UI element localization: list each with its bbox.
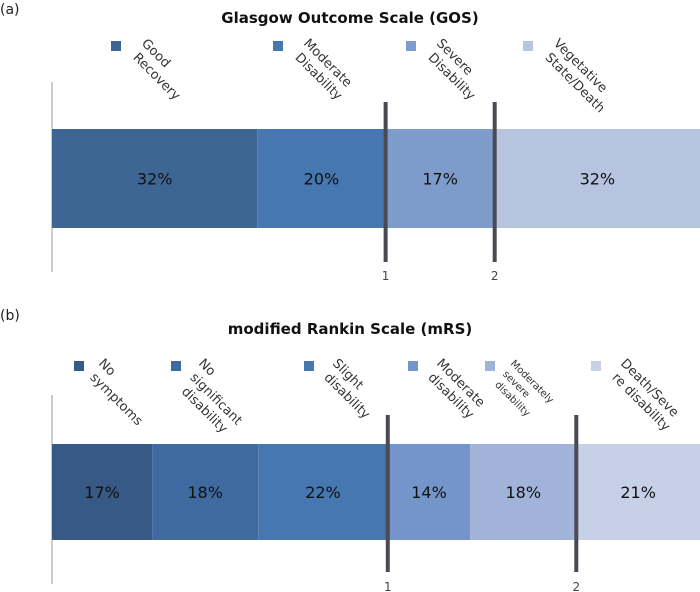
legend-entry: Slightdisability bbox=[318, 356, 384, 422]
panel-label: (b) bbox=[0, 308, 20, 324]
cutoff-label: 1 bbox=[384, 580, 392, 592]
chart-title: modified Rankin Scale (mRS) bbox=[228, 320, 472, 338]
legend-marker bbox=[304, 361, 314, 371]
legend-marker bbox=[74, 361, 84, 371]
legend-entry: Nosignificantdisability bbox=[173, 356, 257, 440]
bar-segment bbox=[152, 444, 259, 540]
legend-line: symptoms bbox=[87, 370, 146, 429]
bar-segment bbox=[52, 444, 153, 540]
data-label: 17% bbox=[84, 483, 120, 502]
data-label: 17% bbox=[422, 170, 458, 189]
chart-panel-1: (b) modified Rankin Scale (mRS) 17% 18% 22% 1… bbox=[0, 308, 700, 592]
data-label: 32% bbox=[137, 170, 173, 189]
bar-segment bbox=[576, 444, 700, 540]
data-label: 20% bbox=[304, 170, 340, 189]
legend-entry: Nosymptoms bbox=[84, 356, 157, 429]
panel-label: (a) bbox=[0, 2, 20, 18]
bar-segment bbox=[470, 444, 577, 540]
bar-segment bbox=[494, 129, 700, 228]
data-label: 21% bbox=[620, 483, 656, 502]
legend-entry: GoodRecovery bbox=[127, 36, 195, 104]
legend-marker bbox=[111, 41, 121, 51]
bar-segment bbox=[387, 444, 471, 540]
data-label: 22% bbox=[305, 483, 341, 502]
legend-marker bbox=[273, 41, 283, 51]
legend-entry: VegetativeState/Death bbox=[539, 36, 619, 116]
data-label: 18% bbox=[187, 483, 223, 502]
legend-marker bbox=[523, 41, 533, 51]
legend-marker bbox=[591, 361, 601, 371]
chart-title: Glasgow Outcome Scale (GOS) bbox=[221, 9, 478, 27]
cutoff-label: 1 bbox=[382, 269, 390, 283]
legend-marker bbox=[408, 361, 418, 371]
legend-entry: Moderatelyseveredisability bbox=[489, 358, 555, 424]
legend-entry: SevereDisability bbox=[422, 36, 490, 104]
cutoff-label: 2 bbox=[572, 580, 580, 592]
bar-segment bbox=[257, 129, 386, 228]
cutoff-label: 2 bbox=[491, 269, 499, 283]
chart-panel-0: (a) Glasgow Outcome Scale (GOS) 32% 20% 17% 3… bbox=[0, 2, 700, 283]
bar-segment bbox=[52, 129, 258, 228]
data-label: 18% bbox=[505, 483, 541, 502]
bar-segment bbox=[385, 129, 495, 228]
legend-marker bbox=[406, 41, 416, 51]
legend-entry: Death/Severe disability bbox=[606, 356, 684, 434]
legend-marker bbox=[171, 361, 181, 371]
data-label: 32% bbox=[580, 170, 616, 189]
legend-entry: Moderatedisability bbox=[422, 356, 488, 422]
legend-entry: ModerateDisability bbox=[289, 36, 357, 104]
data-label: 14% bbox=[411, 483, 447, 502]
bar-segment bbox=[258, 444, 388, 540]
legend-marker bbox=[485, 361, 495, 371]
